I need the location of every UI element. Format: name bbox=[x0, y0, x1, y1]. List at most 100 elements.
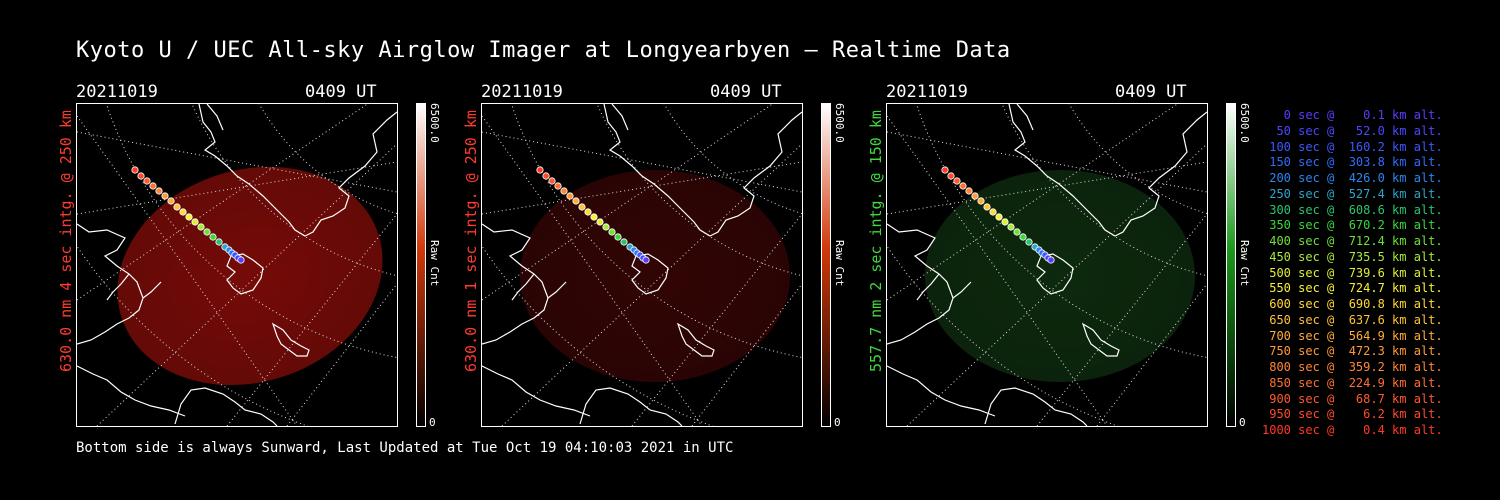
trajectory-marker bbox=[578, 203, 586, 211]
legend-row: 850 sec @ 224.9 km alt. bbox=[1262, 375, 1443, 390]
coastline bbox=[226, 253, 264, 295]
trajectory-marker bbox=[977, 197, 985, 205]
trajectory-marker bbox=[173, 203, 181, 211]
legend-row: 400 sec @ 712.4 km alt. bbox=[1262, 234, 1443, 248]
trajectory-marker bbox=[608, 228, 616, 236]
legend-row: 600 sec @ 690.8 km alt. bbox=[1262, 297, 1443, 311]
trajectory-marker bbox=[620, 238, 628, 246]
colorbar-max-label: 6500.0 bbox=[1238, 103, 1251, 143]
trajectory-marker bbox=[149, 182, 157, 190]
coastline bbox=[77, 223, 144, 345]
trajectory-altitude-legend: 0 sec @ 0.1 km alt. 50 sec @ 52.0 km alt… bbox=[1262, 108, 1443, 439]
legend-row: 750 sec @ 472.3 km alt. bbox=[1262, 344, 1443, 359]
longitude-grid-line bbox=[96, 143, 397, 426]
coastline bbox=[952, 281, 972, 299]
longitude-grid-line bbox=[482, 104, 774, 301]
coastline bbox=[676, 322, 715, 357]
trajectory-marker bbox=[554, 182, 562, 190]
trajectory-marker bbox=[642, 256, 650, 264]
legend-row: 950 sec @ 6.2 km alt. bbox=[1262, 407, 1443, 422]
trajectory-marker bbox=[203, 228, 211, 236]
trajectory-marker bbox=[131, 166, 139, 174]
trajectory-marker bbox=[1013, 228, 1021, 236]
trajectory-marker bbox=[1019, 233, 1027, 241]
legend-row: 550 sec @ 724.7 km alt. bbox=[1262, 281, 1443, 296]
trajectory-marker bbox=[215, 238, 223, 246]
airglow-region bbox=[520, 170, 790, 382]
legend-row: 150 sec @ 303.8 km alt. bbox=[1262, 155, 1443, 170]
colorbar-unit-label: Raw Cnt bbox=[833, 240, 846, 287]
trajectory-marker bbox=[167, 197, 175, 205]
trajectory-marker bbox=[989, 208, 997, 216]
coastline bbox=[174, 387, 278, 426]
coastline bbox=[206, 104, 224, 131]
trajectory-marker bbox=[1001, 218, 1009, 226]
panel-time: 0409 UT bbox=[305, 82, 377, 102]
trajectory-marker bbox=[209, 233, 217, 241]
legend-row: 900 sec @ 68.7 km alt. bbox=[1262, 391, 1443, 406]
coastline bbox=[887, 365, 996, 417]
panel-side-label: 557.7 nm 2 sec intg. @ 150 km bbox=[867, 110, 885, 372]
colorbar bbox=[821, 103, 831, 427]
allsky-image[interactable] bbox=[481, 103, 803, 427]
colorbar-unit-label: Raw Cnt bbox=[1238, 240, 1251, 287]
trajectory-marker bbox=[560, 187, 568, 195]
trajectory-marker bbox=[137, 172, 145, 180]
trajectory-marker bbox=[155, 187, 163, 195]
legend-row: 650 sec @ 637.6 km alt. bbox=[1262, 312, 1443, 327]
allsky-image[interactable] bbox=[76, 103, 398, 427]
airglow-region bbox=[117, 166, 383, 386]
colorbar bbox=[1226, 103, 1236, 427]
legend-row: 500 sec @ 739.6 km alt. bbox=[1262, 265, 1443, 280]
trajectory-marker bbox=[596, 218, 604, 226]
trajectory-marker bbox=[614, 233, 622, 241]
footer-note: Bottom side is always Sunward, Last Upda… bbox=[76, 440, 734, 456]
coastline bbox=[547, 281, 567, 299]
colorbar-unit-label: Raw Cnt bbox=[428, 240, 441, 287]
trajectory-marker bbox=[237, 256, 245, 264]
panel-date: 20211019 bbox=[481, 82, 563, 102]
longitude-grid-line bbox=[77, 104, 369, 301]
trajectory-marker bbox=[548, 177, 556, 185]
trajectory-marker bbox=[995, 213, 1003, 221]
legend-row: 0 sec @ 0.1 km alt. bbox=[1262, 108, 1443, 122]
trajectory-marker bbox=[161, 192, 169, 200]
longitude-grid-line bbox=[887, 115, 1108, 426]
longitude-grid-line bbox=[77, 115, 298, 426]
coastline bbox=[77, 365, 186, 417]
coastline bbox=[984, 387, 1088, 426]
coastline bbox=[482, 365, 591, 417]
panel-time: 0409 UT bbox=[710, 82, 782, 102]
panel-date: 20211019 bbox=[76, 82, 158, 102]
coastline bbox=[631, 253, 669, 295]
trajectory-marker bbox=[197, 223, 205, 231]
panel-date: 20211019 bbox=[886, 82, 968, 102]
legend-row: 50 sec @ 52.0 km alt. bbox=[1262, 123, 1443, 138]
legend-row: 450 sec @ 735.5 km alt. bbox=[1262, 249, 1443, 264]
allsky-image[interactable] bbox=[886, 103, 1208, 427]
trajectory-marker bbox=[542, 172, 550, 180]
coastline bbox=[1008, 104, 1207, 237]
trajectory-marker bbox=[185, 213, 193, 221]
legend-row: 200 sec @ 426.0 km alt. bbox=[1262, 171, 1443, 185]
legend-row: 700 sec @ 564.9 km alt. bbox=[1262, 328, 1443, 343]
coastline bbox=[482, 223, 549, 345]
trajectory-marker bbox=[941, 166, 949, 174]
legend-row: 300 sec @ 608.6 km alt. bbox=[1262, 202, 1443, 217]
trajectory-marker bbox=[602, 223, 610, 231]
coastline bbox=[579, 387, 683, 426]
trajectory-marker bbox=[566, 192, 574, 200]
trajectory-marker bbox=[983, 203, 991, 211]
colorbar-min-label: 0 bbox=[429, 416, 436, 429]
coastline bbox=[1081, 322, 1120, 357]
coastline bbox=[511, 273, 535, 301]
coastline bbox=[1016, 104, 1034, 131]
trajectory-marker bbox=[584, 208, 592, 216]
coastline bbox=[603, 104, 802, 237]
legend-row: 1000 sec @ 0.4 km alt. bbox=[1262, 423, 1443, 437]
legend-row: 350 sec @ 670.2 km alt. bbox=[1262, 218, 1443, 233]
panel-side-label: 630.0 nm 1 sec intg. @ 250 km bbox=[462, 110, 480, 372]
longitude-grid-line bbox=[501, 143, 802, 426]
trajectory-marker bbox=[143, 177, 151, 185]
coastline bbox=[611, 104, 629, 131]
